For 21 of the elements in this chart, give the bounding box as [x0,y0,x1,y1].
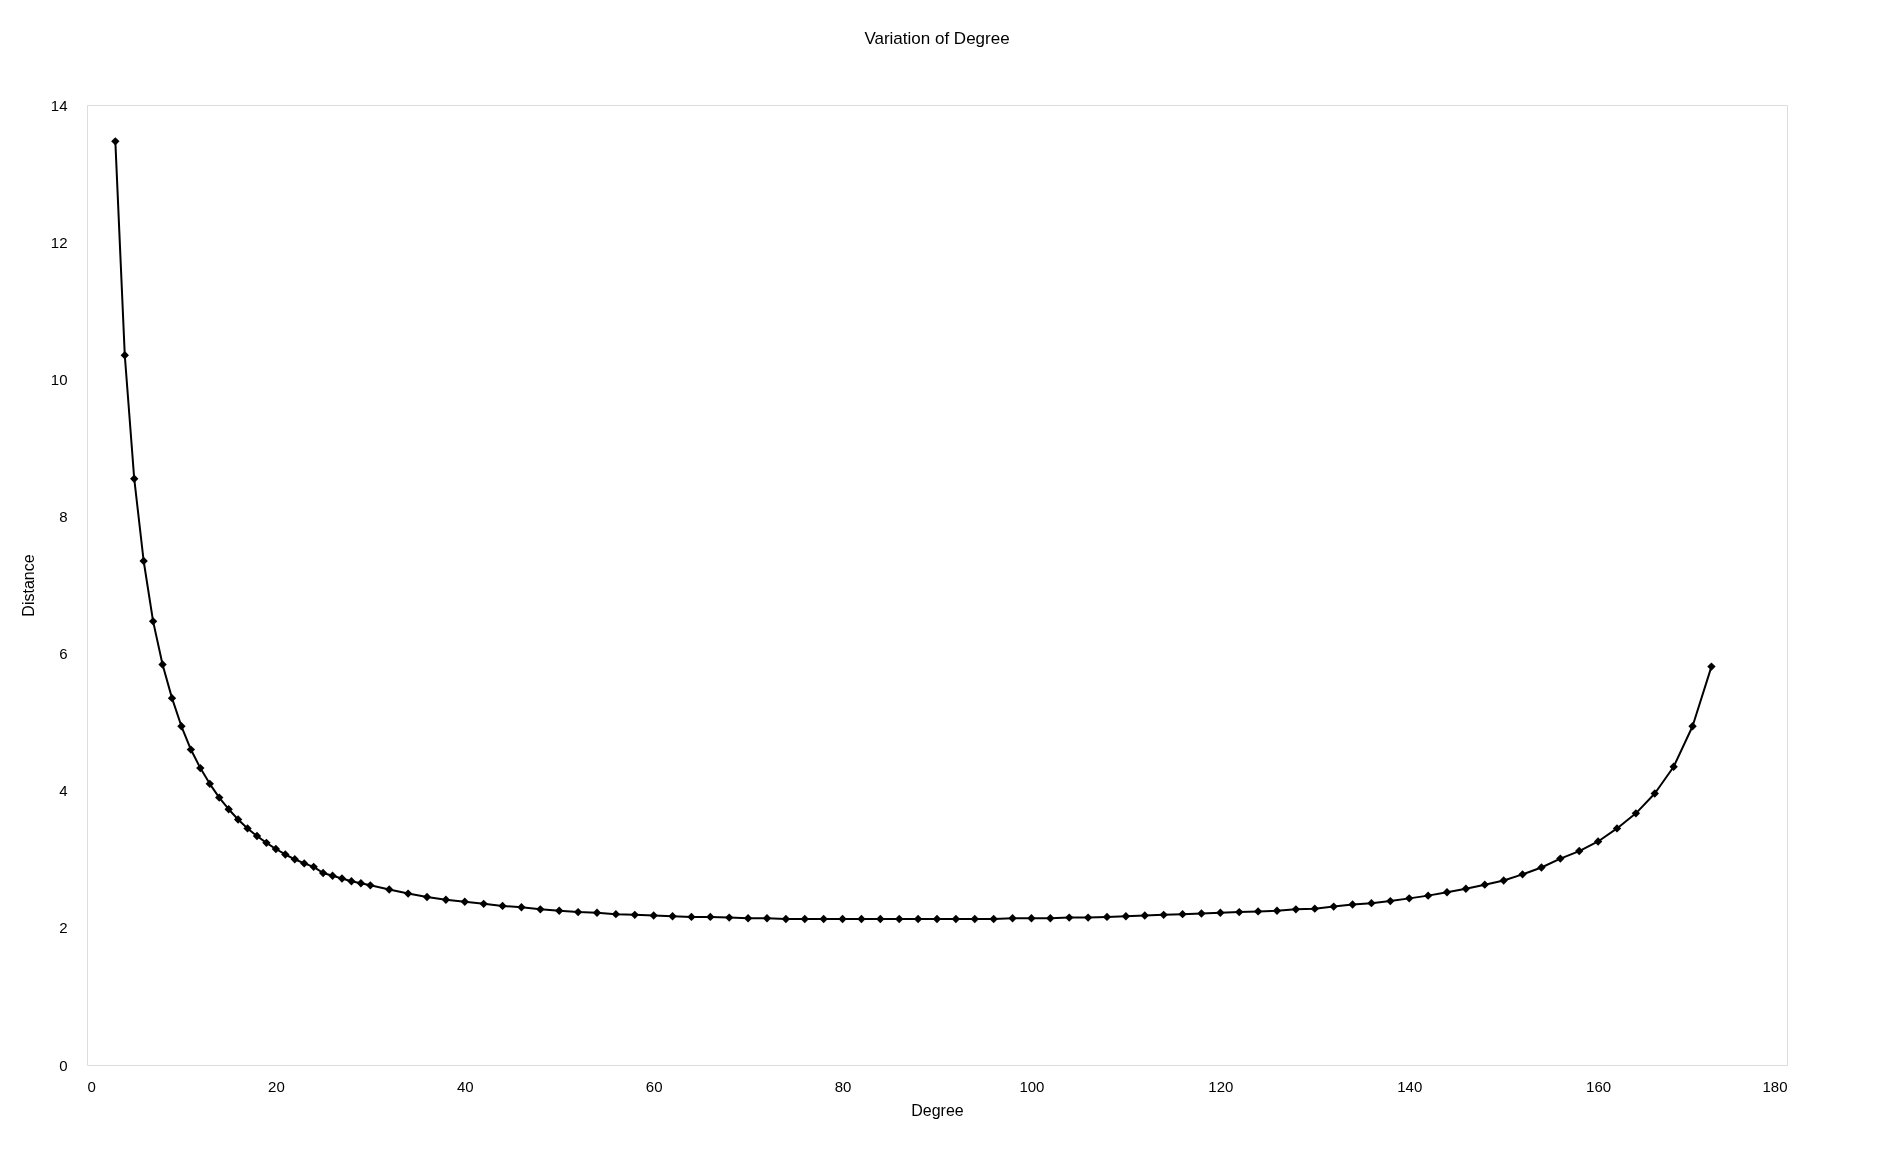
x-tick-label: 20 [268,1077,285,1095]
y-tick-label: 6 [59,645,68,663]
x-tick-label: 60 [645,1077,663,1095]
y-tick-label: 12 [50,233,68,251]
chart-title: Variation of Degree [864,29,1010,48]
x-tick-label: 0 [87,1077,96,1095]
y-tick-label: 8 [59,507,68,525]
y-tick-label: 4 [59,782,68,800]
y-axis-title: Distance [19,554,37,617]
y-tick-label: 0 [59,1056,68,1074]
x-axis-title: Degree [911,1101,964,1119]
y-tick-label: 2 [59,919,68,937]
x-tick-label: 100 [1019,1077,1045,1095]
y-tick-label: 14 [50,96,68,114]
y-tick-label: 10 [50,370,68,388]
x-tick-label: 160 [1586,1077,1612,1095]
x-tick-label: 180 [1762,1077,1788,1095]
x-tick-label: 40 [456,1077,474,1095]
x-tick-label: 120 [1208,1077,1234,1095]
x-tick-label: 80 [834,1077,852,1095]
x-tick-label: 140 [1397,1077,1423,1095]
